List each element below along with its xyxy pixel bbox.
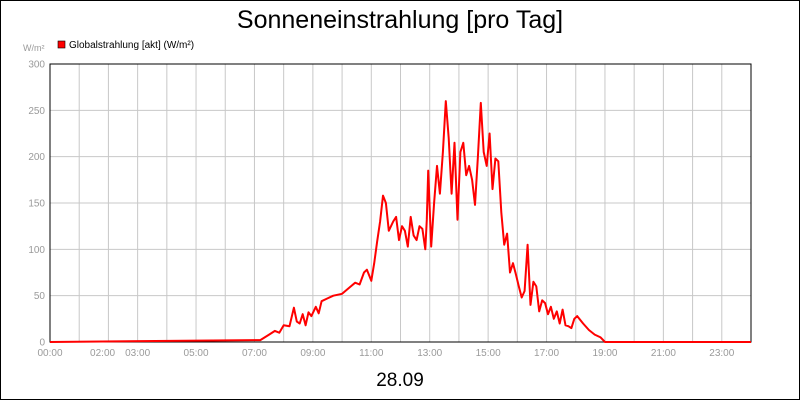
x-axis-ticks: 00:00 02:00 03:00 05:00 07:00 09:00 11:00 13:00… [37, 348, 734, 359]
chart-title: Sonneneinstrahlung [pro Tag] [237, 6, 563, 34]
grid [50, 63, 751, 343]
legend-entry: Globalstrahlung [akt] (W/m²) [69, 40, 194, 51]
y-tick-label: 150 [28, 199, 45, 210]
y-axis-unit-label: W/m² [23, 43, 45, 53]
series-layer [49, 100, 751, 343]
y-tick-label: 250 [28, 106, 45, 117]
plot-area-border [49, 63, 752, 343]
legend-swatch [57, 40, 66, 49]
x-tick-label: 02:00 [90, 348, 115, 359]
x-tick-label: 23:00 [709, 348, 734, 359]
y-tick-label: 100 [28, 245, 45, 256]
x-tick-label: 17:00 [534, 348, 559, 359]
x-tick-label: 00:00 [37, 348, 62, 359]
x-tick-label: 19:00 [592, 348, 617, 359]
x-tick-label: 11:00 [359, 348, 384, 359]
y-axis-ticks: 0 50 100 150 200 250 300 [28, 60, 45, 349]
y-tick-label: 200 [28, 152, 45, 163]
x-tick-label: 13:00 [417, 348, 442, 359]
y-tick-label: 0 [39, 338, 45, 349]
series-line-0 [49, 100, 751, 343]
y-tick-label: 50 [34, 291, 46, 302]
x-tick-label: 21:00 [651, 348, 676, 359]
date-label: 28.09 [376, 370, 424, 391]
x-tick-label: 03:00 [125, 348, 150, 359]
legend: Globalstrahlung [akt] (W/m²) [57, 40, 194, 51]
y-tick-label: 300 [28, 60, 45, 71]
x-tick-label: 07:00 [242, 348, 267, 359]
x-tick-label: 09:00 [300, 348, 325, 359]
x-tick-label: 05:00 [184, 348, 209, 359]
x-tick-label: 15:00 [476, 348, 501, 359]
